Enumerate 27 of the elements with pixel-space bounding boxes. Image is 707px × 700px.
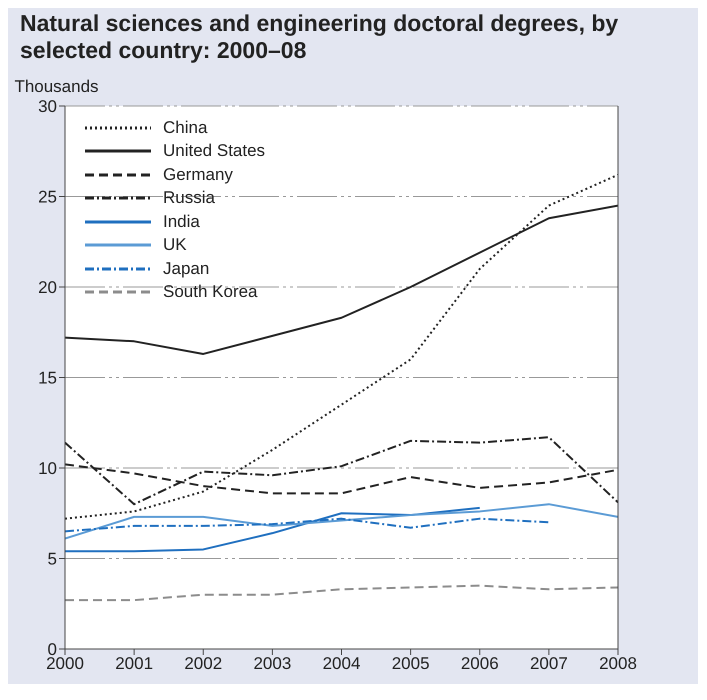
legend-label: United States [163, 141, 266, 162]
legend-label: Japan [163, 258, 210, 279]
x-tick-label: 2003 [253, 654, 292, 674]
chart-title: Natural sciences and engineering doctoral degrees, by selected country: 2000–08 [19, 9, 620, 64]
legend-label: UK [163, 235, 187, 256]
legend-label: Germany [163, 164, 233, 185]
x-tick-label: 2002 [184, 654, 222, 674]
x-tick-label: 2001 [115, 654, 154, 674]
y-tick-label: 20 [38, 278, 57, 298]
x-tick-label: 2008 [599, 654, 637, 674]
y-tick-label: 30 [38, 97, 57, 116]
legend-label: Russia [163, 188, 215, 208]
line-series [65, 503, 618, 540]
line-series [65, 584, 618, 602]
legend-label: South Korea [163, 282, 258, 302]
x-tick-label: 2005 [392, 654, 430, 674]
legend-label: India [163, 212, 200, 232]
y-tick-label: 5 [48, 550, 57, 569]
x-tick-label: 2000 [46, 654, 84, 674]
x-tick-label: 2006 [460, 654, 499, 674]
y-tick-label: 10 [38, 459, 57, 478]
y-tick-label: 15 [38, 368, 57, 388]
x-tick-label: 2004 [322, 654, 360, 674]
y-tick-label: 25 [38, 188, 57, 207]
y-axis-title: Thousands [14, 77, 99, 96]
x-tick-label: 2007 [530, 654, 568, 674]
legend-label: China [163, 118, 208, 138]
